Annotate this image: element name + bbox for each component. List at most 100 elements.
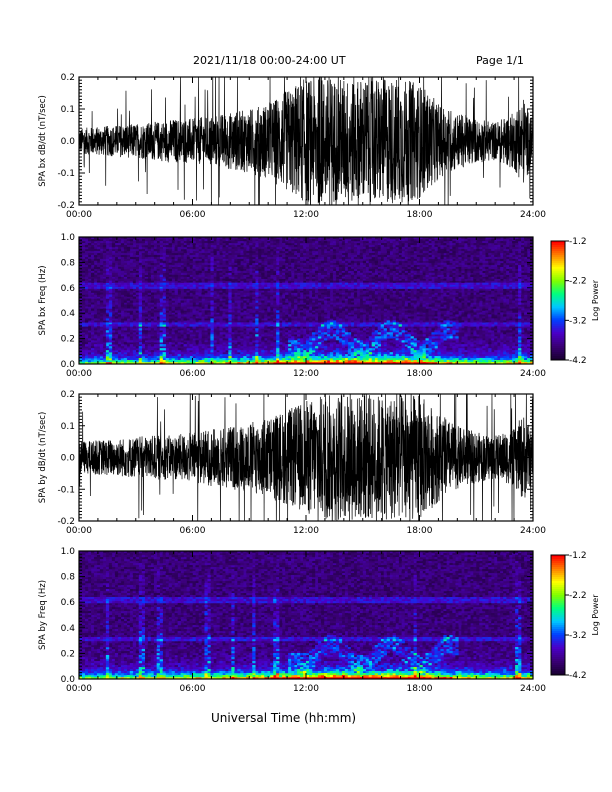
spectrogram-cells xyxy=(210,657,441,676)
spectrogram-cells xyxy=(335,671,340,674)
spectrogram-cells xyxy=(317,673,322,676)
spectrogram-cells xyxy=(410,667,414,670)
spectrogram-cells xyxy=(368,352,373,355)
spectrogram-cells xyxy=(201,360,205,363)
spectrogram-cells xyxy=(338,324,343,327)
spectrogram-cells xyxy=(228,637,396,674)
spectrogram-cells xyxy=(308,344,313,347)
spectrogram-cells xyxy=(225,360,229,363)
spectrogram-cells xyxy=(311,675,316,678)
spectrogram-cells xyxy=(231,667,235,670)
spectrogram-cells xyxy=(79,238,534,355)
colorbar-segment xyxy=(551,609,565,612)
spectrogram-cells xyxy=(147,673,151,676)
colorbar-segment xyxy=(551,314,565,317)
spectrogram-cells xyxy=(276,358,280,361)
colorbar-segment xyxy=(551,655,565,658)
spectrogram-cells xyxy=(306,360,310,363)
spectrogram-cells xyxy=(252,360,256,363)
spectrogram-cells xyxy=(428,663,432,666)
spectrogram-cells xyxy=(276,673,280,676)
spectrogram-cells xyxy=(317,675,322,678)
y-tick-label: 0.2 xyxy=(61,335,75,345)
trace-line xyxy=(79,394,533,521)
spectrogram-cells xyxy=(79,553,534,664)
spectrogram-cells xyxy=(261,350,265,353)
spectrogram-cells xyxy=(356,356,361,359)
spectrogram-cells xyxy=(320,675,325,678)
spectrogram-cells xyxy=(431,332,438,349)
x-tick-label: 12:00 xyxy=(293,369,319,379)
spectrogram-cells xyxy=(434,673,438,676)
spectrogram-cells xyxy=(428,330,450,353)
spectrogram-cells xyxy=(204,675,208,678)
spectrogram-cells xyxy=(344,675,349,678)
spectrogram-cells xyxy=(383,673,387,676)
spectrogram-cells xyxy=(431,675,435,678)
spectrogram-cells xyxy=(464,673,468,676)
spectrogram-cells xyxy=(434,360,438,363)
spectrogram-cells xyxy=(428,675,432,678)
spectrogram-cells xyxy=(380,665,384,668)
spectrogram-cells xyxy=(308,356,313,359)
x-tick-label: 12:00 xyxy=(293,210,319,220)
spectrogram-cells xyxy=(440,332,444,335)
spectrogram-cells xyxy=(380,360,384,363)
trace-line xyxy=(79,77,533,205)
spectrogram-cells xyxy=(434,358,438,361)
spectrogram-cells xyxy=(117,675,122,678)
spectrogram-cells xyxy=(276,675,280,678)
spectrogram-cells xyxy=(204,673,208,676)
spectrogram-cells xyxy=(455,671,459,674)
spectrogram-cells xyxy=(90,274,522,351)
spectrogram-cells xyxy=(243,356,247,359)
spectrogram-cells xyxy=(105,655,110,658)
colorbar-segment xyxy=(551,288,565,292)
colorbar-segment xyxy=(551,587,565,590)
spectrogram-cells xyxy=(267,673,271,676)
spectrogram-cells xyxy=(186,360,190,363)
spectrogram-cells xyxy=(365,350,370,353)
spectrogram-cells xyxy=(234,673,238,676)
colorbar-segment xyxy=(551,270,565,274)
spectrogram-cells xyxy=(485,639,489,642)
spectrogram-cells xyxy=(341,328,346,331)
spectrogram-cells xyxy=(79,237,513,355)
spectrogram-cells xyxy=(368,667,373,670)
spectrogram-cells xyxy=(437,675,441,678)
spectrogram-cells xyxy=(267,358,271,361)
colorbar-segment xyxy=(551,607,565,610)
spectrogram-cells xyxy=(356,360,361,363)
spectrogram-cells xyxy=(422,356,426,359)
spectrogram-cells xyxy=(440,675,444,678)
spectrogram-cells xyxy=(410,348,414,351)
spectrogram-cells xyxy=(461,669,465,672)
spectrogram-cells xyxy=(509,360,513,363)
spectrogram-cells xyxy=(323,673,328,676)
spectrogram-cells xyxy=(422,354,426,357)
spectrogram-cells xyxy=(294,356,298,359)
spectrogram-cells xyxy=(422,358,426,361)
plot-frame xyxy=(78,550,534,680)
colorbar-segment xyxy=(551,296,565,300)
spectrogram-cells xyxy=(506,358,510,361)
spectrogram-cells xyxy=(231,639,235,642)
spectrogram-cells xyxy=(201,671,205,674)
spectrogram-cells xyxy=(291,663,304,674)
colorbar-segment xyxy=(551,322,565,325)
spectrogram-cells xyxy=(320,324,325,327)
spectrogram-cells xyxy=(105,665,110,668)
colorbar-segment xyxy=(551,241,565,244)
spectrogram-cells xyxy=(353,360,358,363)
spectrogram-cells xyxy=(264,673,268,676)
spectrogram-cells xyxy=(114,637,119,640)
spectrogram-cells xyxy=(159,340,163,343)
spectrogram-cells xyxy=(303,356,307,359)
spectrogram-cells xyxy=(81,237,534,347)
colorbar-segment xyxy=(551,280,565,284)
colorbar-segment xyxy=(551,597,565,600)
axes-1: 00:00 06:00 12:00 18:00 24:00 0.0 0.2 0.4 0.6 0.8… xyxy=(38,233,546,379)
colorbar-segment xyxy=(551,643,565,646)
spectrogram-cells xyxy=(162,348,166,351)
y-tick-label: -0.1 xyxy=(57,169,75,179)
